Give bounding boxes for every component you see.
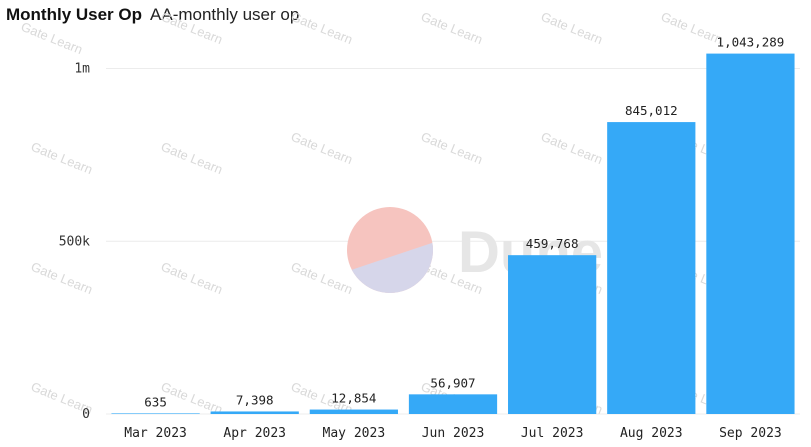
watermark-text: Gate Learn	[289, 9, 355, 47]
bar-mar-2023[interactable]	[111, 413, 200, 414]
watermark-text: Gate Learn	[19, 19, 85, 57]
x-axis-ticks: Mar 2023 Apr 2023 May 2023 Jun 2023 Jul 2023…	[124, 426, 781, 441]
watermark-text: Gate Learn	[289, 129, 355, 167]
watermark-text: Gate Learn	[159, 259, 225, 297]
gridlines	[106, 68, 800, 415]
x-tick-label: Mar 2023	[124, 426, 187, 441]
bar-sep-2023[interactable]	[706, 53, 795, 415]
data-label: 1,043,289	[717, 35, 785, 50]
data-label: 12,854	[331, 391, 376, 406]
bar-apr-2023[interactable]	[210, 411, 299, 414]
watermark-text: Gate Learn	[289, 259, 355, 297]
x-tick-label: Aug 2023	[620, 426, 683, 441]
bars	[111, 53, 795, 415]
y-tick-label: 0	[82, 407, 90, 422]
data-labels: 635 7,398 12,854 56,907 459,768 845,012 1,043,…	[144, 35, 784, 410]
watermark-text: Gate Learn	[29, 139, 95, 177]
y-tick-label: 500k	[59, 234, 90, 249]
data-label: 56,907	[430, 375, 475, 390]
data-label: 845,012	[625, 103, 678, 118]
watermark-text: Gate Learn	[419, 9, 485, 47]
y-axis-ticks: 0 500k 1m	[59, 62, 90, 422]
x-tick-label: Apr 2023	[223, 426, 286, 441]
x-tick-label: Jul 2023	[521, 426, 584, 441]
watermark-text: Gate Learn	[159, 139, 225, 177]
data-label: 635	[144, 394, 167, 409]
data-label: 459,768	[526, 236, 579, 251]
watermark-text: Gate Learn	[539, 9, 605, 47]
bar-may-2023[interactable]	[309, 409, 398, 414]
chart-title: Monthly User Op	[6, 5, 143, 24]
bar-jun-2023[interactable]	[408, 394, 498, 414]
x-tick-label: Sep 2023	[719, 426, 782, 441]
watermark-text: Gate Learn	[29, 259, 95, 297]
watermark-text: Gate Learn	[159, 9, 225, 47]
x-tick-label: Jun 2023	[422, 426, 485, 441]
watermark-text: Gate Learn	[659, 9, 725, 47]
watermark-text: Gate Learn	[539, 129, 605, 167]
bar-aug-2023[interactable]	[607, 122, 696, 414]
chart-subtitle: AA-monthly user op	[150, 5, 300, 24]
dune-logo-lower-half	[347, 242, 433, 293]
watermark-text: Gate Learn	[159, 379, 225, 417]
x-tick-label: May 2023	[323, 426, 386, 441]
chart-header: Monthly User Op AA-monthly user op	[6, 5, 299, 29]
data-label: 7,398	[236, 392, 274, 407]
watermark-text: Gate Learn	[419, 129, 485, 167]
bar-jul-2023[interactable]	[508, 255, 597, 414]
y-tick-label: 1m	[74, 62, 90, 77]
